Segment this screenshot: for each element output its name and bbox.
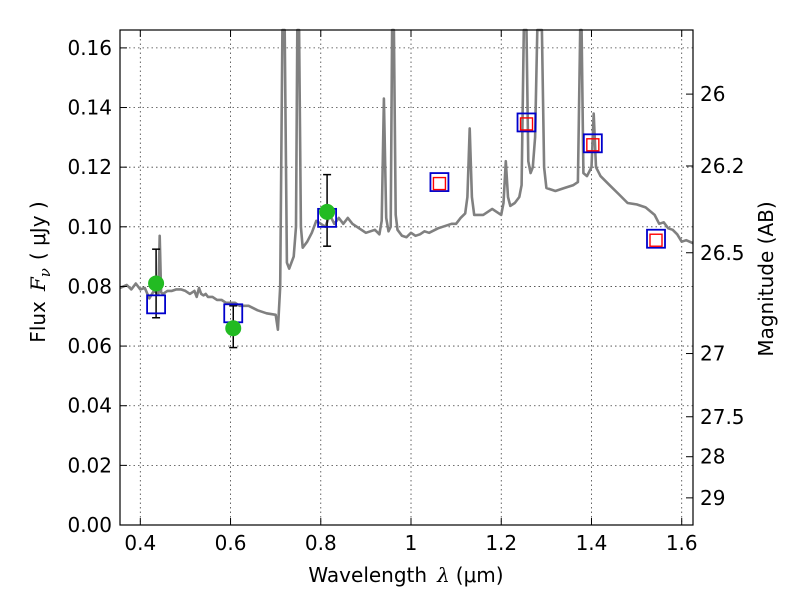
x-tick-label: 1.2 [485, 531, 517, 555]
y-axis-title: Flux Fν ( μJy ) [26, 201, 54, 342]
ir-point [432, 176, 447, 191]
spectrum-line [119, 28, 694, 331]
right-tick-label: 28 [700, 445, 725, 469]
model-point [516, 112, 537, 133]
y-tick-label: 0.00 [67, 513, 112, 537]
right-axis-title: Magnitude (AB) [754, 201, 778, 356]
y-tick-label: 0.08 [67, 274, 112, 298]
right-tick-label: 26.5 [700, 241, 745, 265]
y-tick-label: 0.14 [67, 96, 112, 120]
y-tick-label: 0.12 [67, 155, 112, 179]
observed-point [148, 275, 165, 292]
plot-frame [119, 29, 694, 526]
y-tick-label: 0.10 [67, 215, 112, 239]
y-tick-label: 0.06 [67, 334, 112, 358]
observed-point [225, 320, 242, 337]
y-axis-subscript: ν [36, 268, 54, 277]
observed-point [319, 203, 336, 220]
y-axis-unit: ( μJy ) [26, 201, 50, 260]
ir-point [586, 138, 600, 152]
ir-point [519, 117, 534, 131]
ticks: 0.4 0.6 0.8 1 1.2 1.4 1.6 0.00 0.02 0.04 0.06 0.08 0… [67, 30, 745, 555]
x-tick-label: 0.4 [124, 531, 156, 555]
grid [120, 30, 693, 526]
y-tick-label: 0.02 [67, 453, 112, 477]
model-point [146, 294, 166, 315]
x-axis-title-text: Wavelength [308, 563, 427, 587]
x-tick-label: 0.6 [215, 531, 247, 555]
x-tick-label: 0.8 [305, 531, 337, 555]
x-axis-title: Wavelength λ (μm) [308, 563, 503, 587]
x-tick-label: 1.6 [666, 531, 698, 555]
right-tick-label: 27 [700, 342, 725, 366]
x-axis-unit: (μm) [456, 563, 504, 587]
y-axis-symbol: F [26, 276, 50, 292]
x-tick-label: 1 [405, 531, 418, 555]
right-tick-label: 26 [700, 82, 725, 106]
right-tick-label: 27.5 [700, 405, 745, 429]
model-point [646, 228, 666, 249]
right-tick-label: 26.2 [700, 154, 745, 178]
ir-point [649, 233, 663, 247]
plot-area [119, 28, 694, 349]
x-tick-label: 1.4 [576, 531, 608, 555]
model-point [429, 172, 450, 192]
x-axis-symbol: λ [436, 563, 450, 587]
right-tick-label: 29 [700, 486, 725, 510]
y-axis-title-text: Flux [26, 301, 50, 343]
y-tick-label: 0.16 [67, 36, 112, 60]
model-point [582, 133, 603, 154]
y-tick-label: 0.04 [67, 394, 112, 418]
